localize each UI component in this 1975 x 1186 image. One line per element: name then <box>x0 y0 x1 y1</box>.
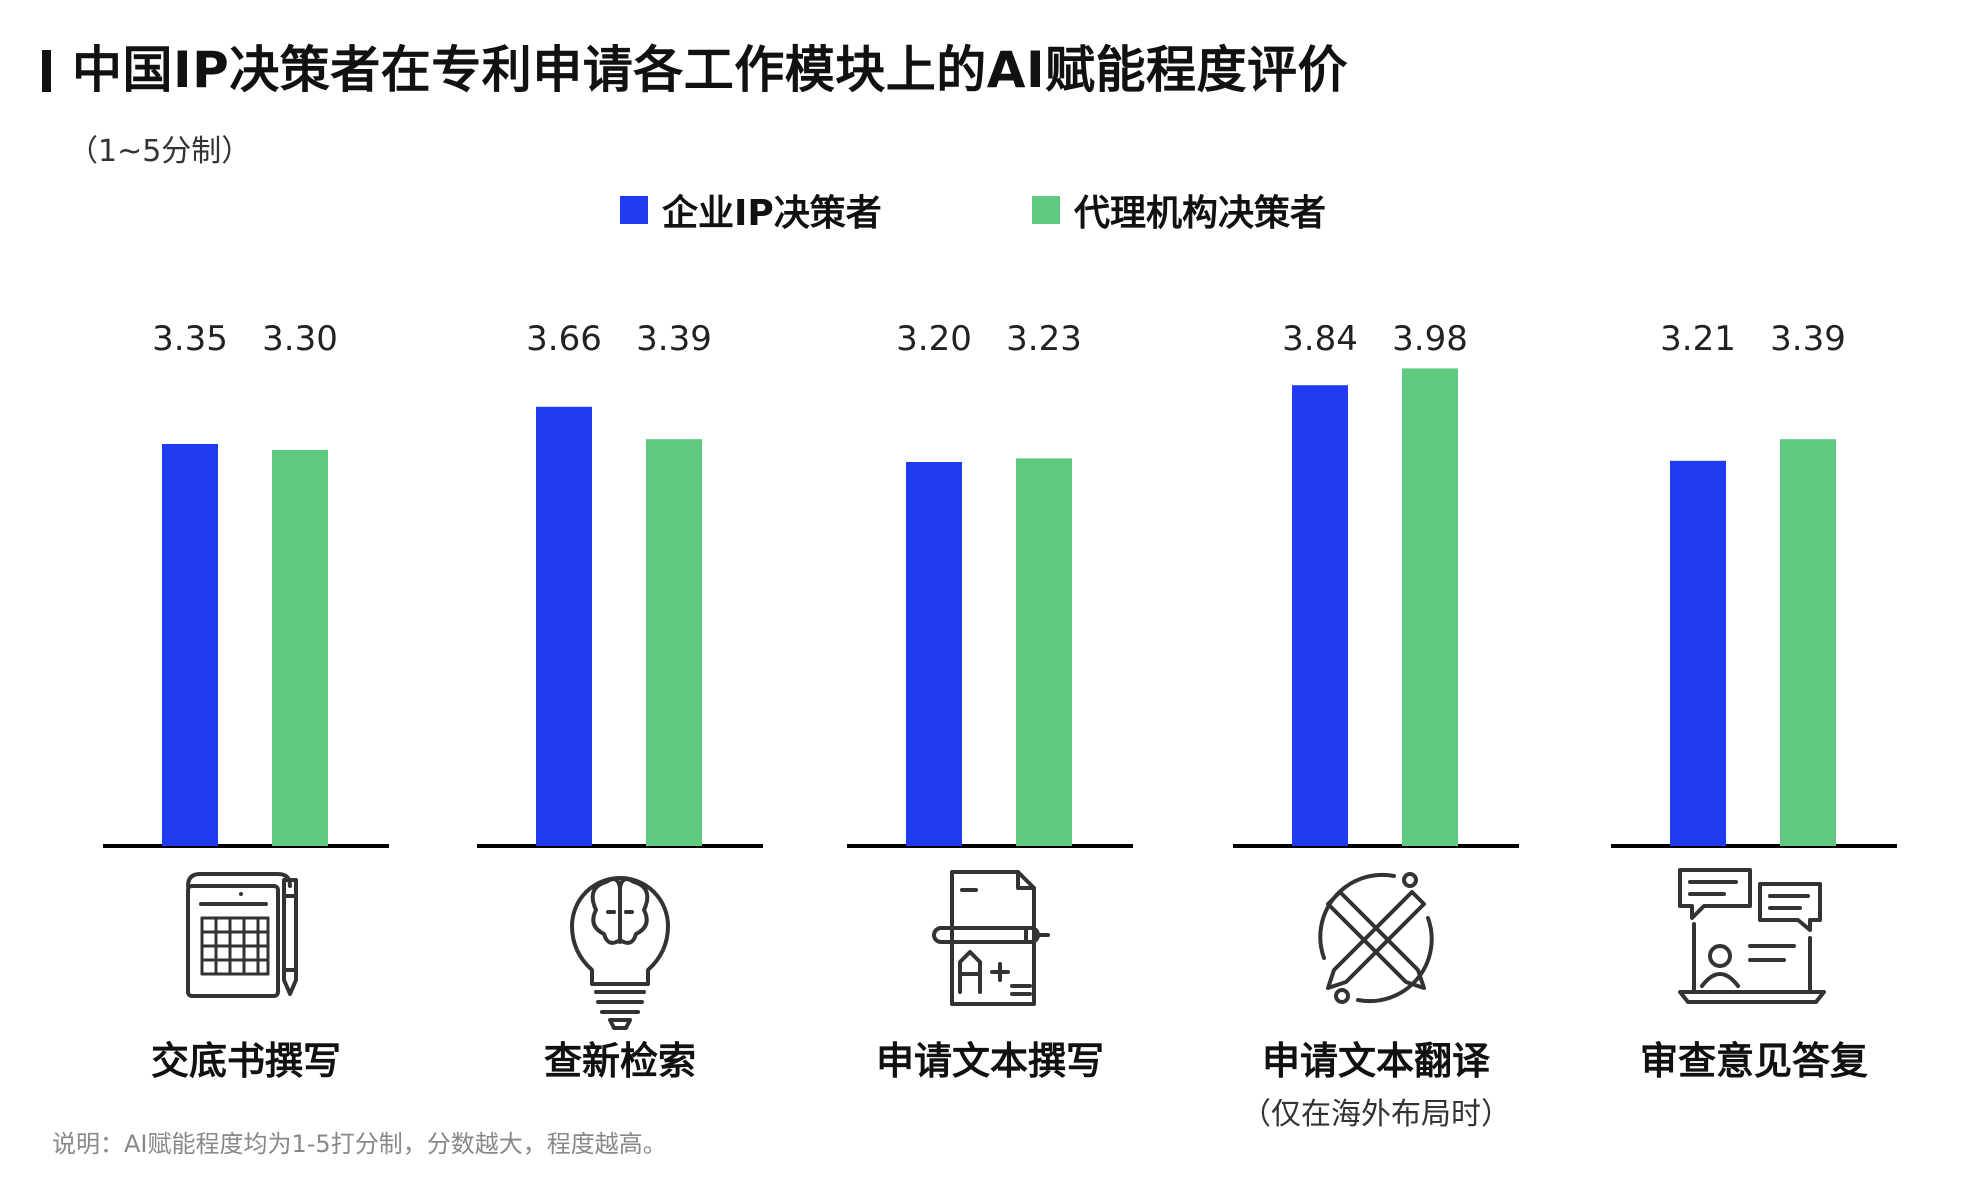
bar-agency <box>1402 368 1458 846</box>
bar-agency <box>1016 458 1072 846</box>
bar-enterprise <box>536 406 592 846</box>
data-label-enterprise: 3.66 <box>526 319 602 359</box>
category-note: （仅在海外布局时） <box>1241 1097 1511 1132</box>
legend-swatch-enterprise <box>620 196 648 224</box>
bar-enterprise <box>1292 385 1348 846</box>
data-label-agency: 3.30 <box>262 319 338 359</box>
data-label-enterprise: 3.35 <box>152 319 228 359</box>
crossed-pencils-cycle-icon <box>1318 872 1434 1004</box>
chart-subtitle: （1~5分制） <box>68 134 252 169</box>
bar-enterprise <box>162 444 218 846</box>
bar-agency <box>272 450 328 846</box>
data-label-agency: 3.98 <box>1392 319 1468 359</box>
bar-enterprise <box>906 462 962 846</box>
legend-label-agency: 代理机构决策者 <box>1074 193 1327 234</box>
chart-title: 中国IP决策者在专利申请各工作模块上的AI赋能程度评价 <box>72 41 1349 99</box>
data-label-agency: 3.23 <box>1006 319 1082 359</box>
legend-item-enterprise: 企业IP决策者 <box>620 188 882 234</box>
category-label: 申请文本翻译 <box>1262 1039 1491 1083</box>
bar-agency <box>1780 439 1836 846</box>
category-label: 交底书撰写 <box>151 1039 341 1083</box>
brain-lightbulb-icon <box>570 876 670 1030</box>
legend-swatch-agency <box>1032 196 1060 224</box>
footnote: 说明：AI赋能程度均为1-5打分制，分数越大，程度越高。 <box>52 1130 667 1158</box>
data-label-agency: 3.39 <box>1770 319 1846 359</box>
legend-item-agency: 代理机构决策者 <box>1032 188 1326 234</box>
category-label: 申请文本撰写 <box>876 1039 1104 1083</box>
category-label: 审查意见答复 <box>1640 1039 1868 1083</box>
category-label: 查新检索 <box>544 1039 696 1083</box>
bar-enterprise <box>1670 460 1726 846</box>
data-label-enterprise: 3.21 <box>1660 319 1736 359</box>
bar-agency <box>646 439 702 846</box>
document-grade-pen-icon <box>932 870 1050 1006</box>
data-label-agency: 3.39 <box>636 319 712 359</box>
chat-video-call-icon <box>1678 868 1826 1004</box>
document-grid-pencil-icon <box>186 872 298 998</box>
title-accent-bar <box>42 50 51 92</box>
data-label-enterprise: 3.20 <box>896 319 972 359</box>
legend-label-enterprise: 企业IP决策者 <box>662 193 882 234</box>
data-label-enterprise: 3.84 <box>1282 319 1358 359</box>
